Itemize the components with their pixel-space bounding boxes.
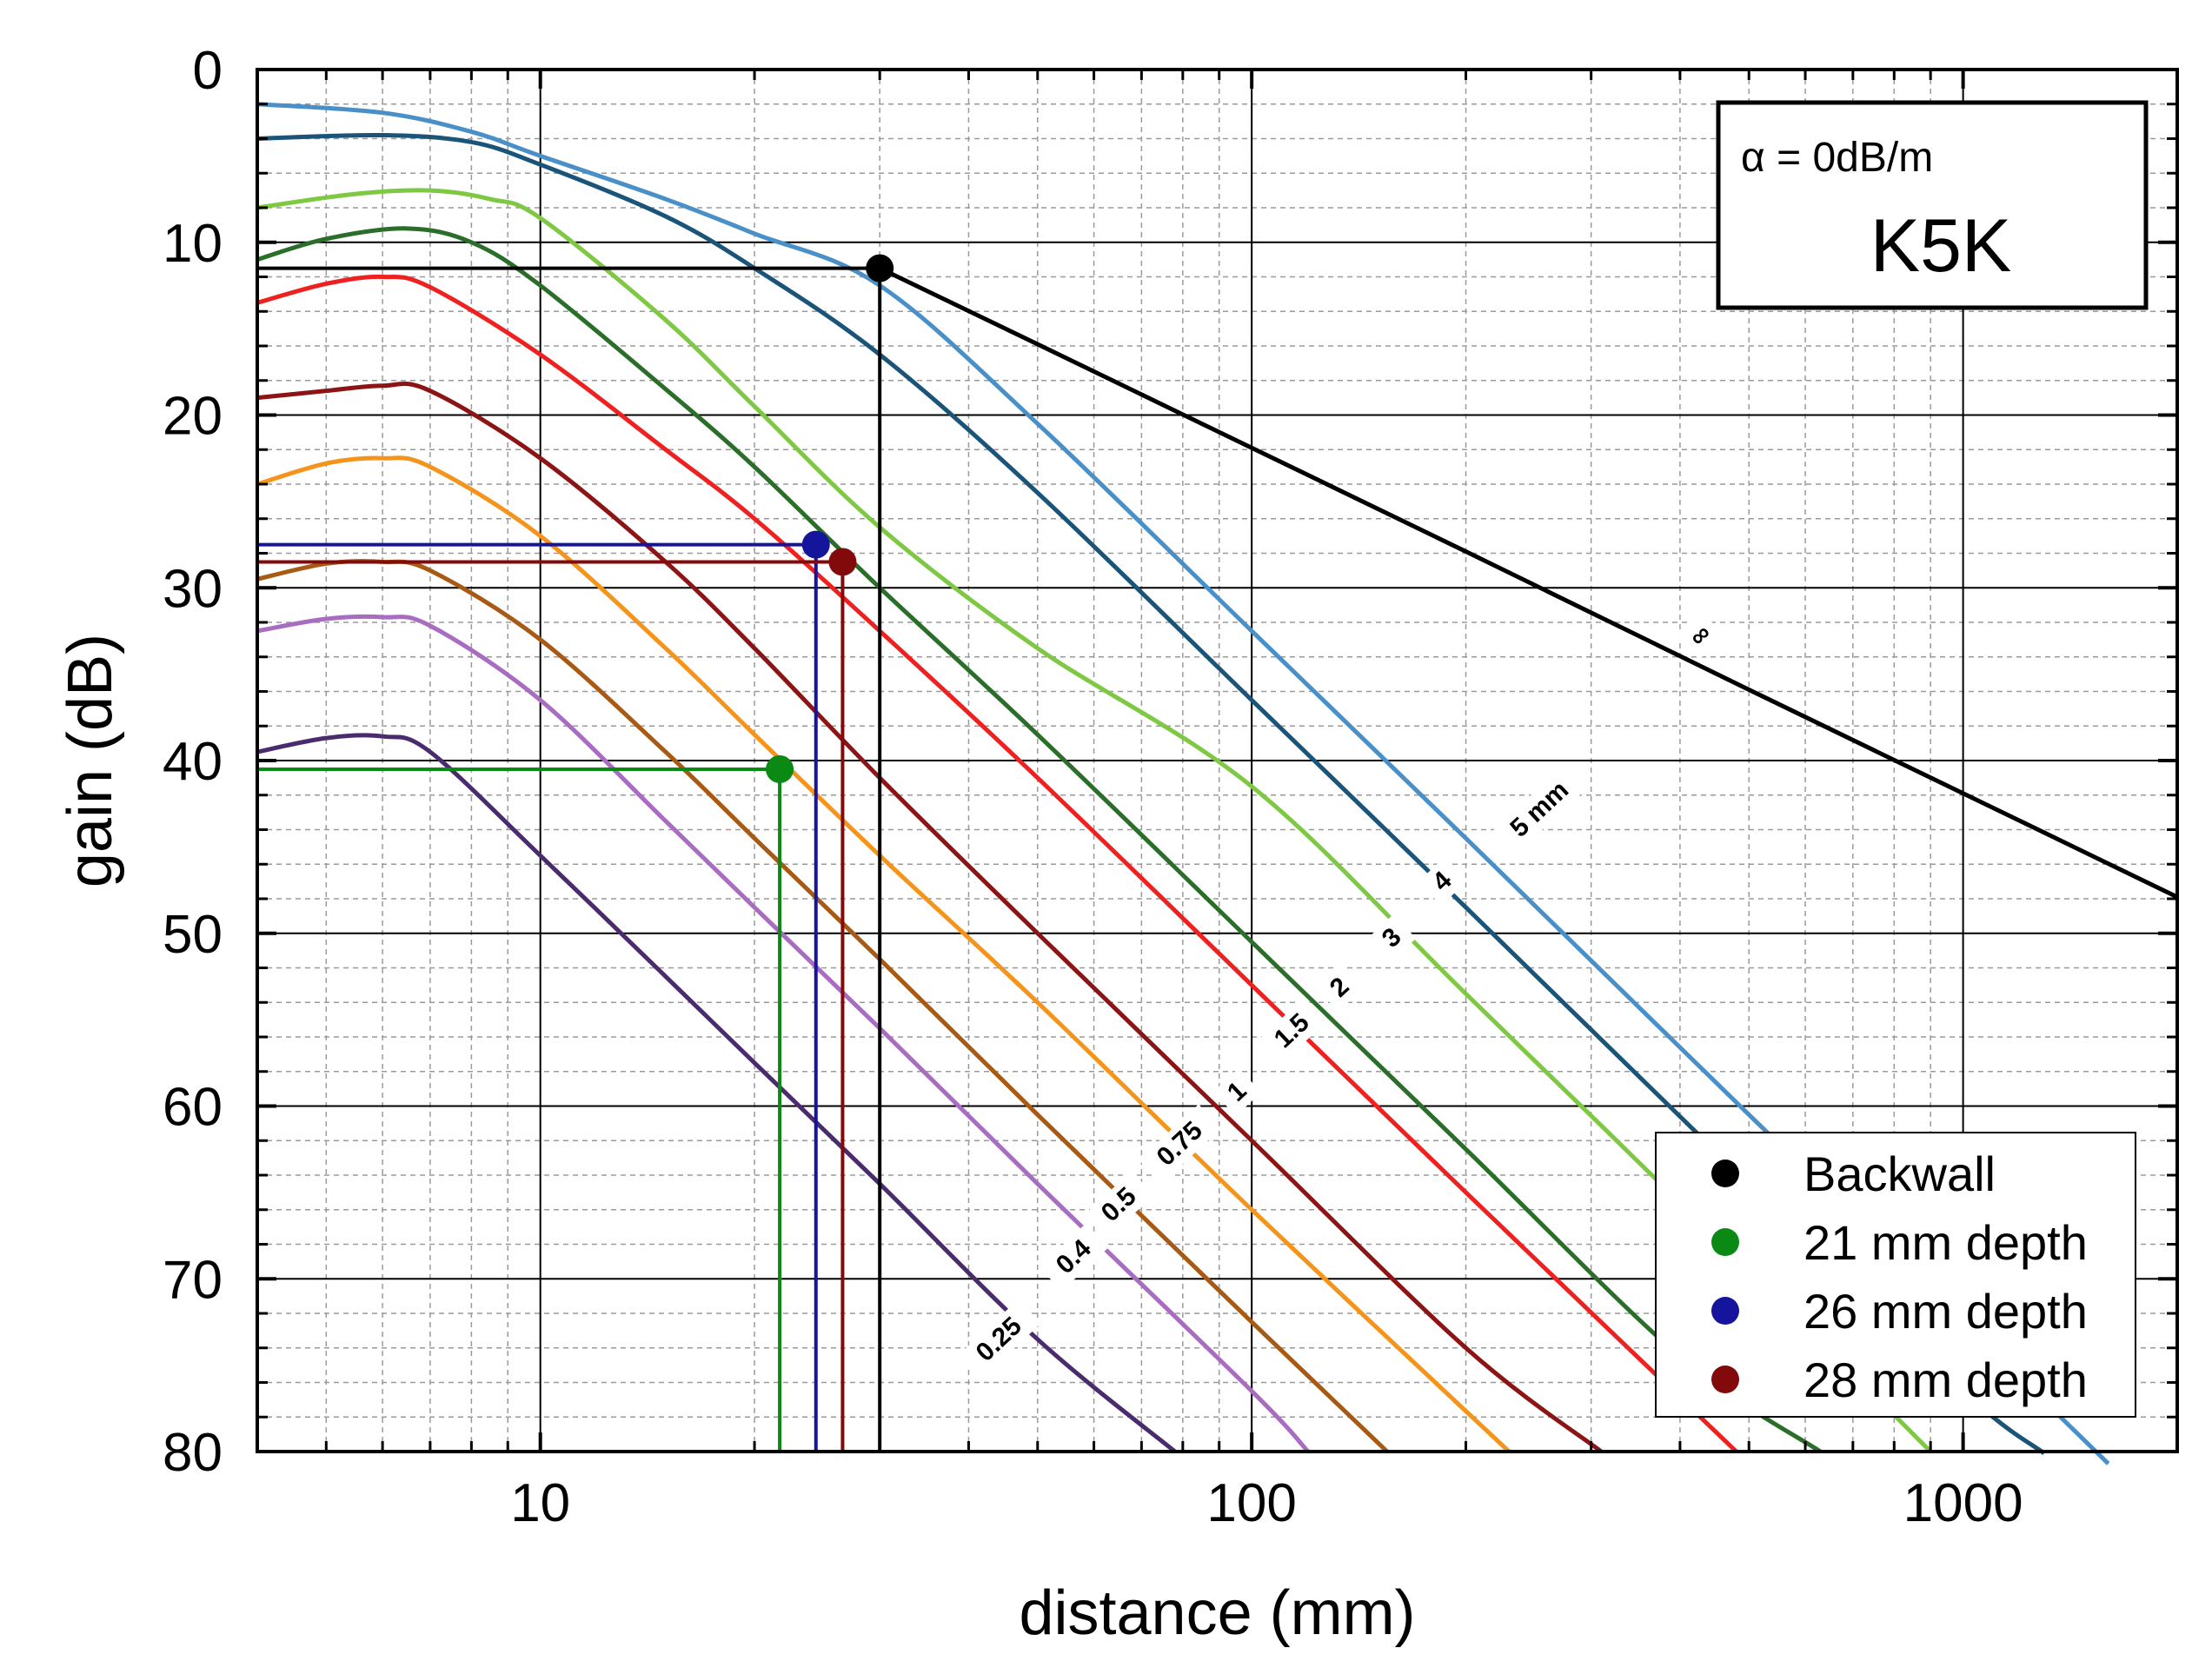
curve-label-bg [1084, 1171, 1154, 1239]
curve-line [256, 733, 1177, 1453]
marker-guide-lines [257, 266, 882, 1452]
curve-label: 2 [1316, 963, 1365, 1012]
curve-line [256, 381, 1603, 1453]
curve-label: ∞ [1677, 611, 1725, 660]
curve-line [256, 274, 1738, 1453]
y-tick-label: 10 [163, 214, 223, 274]
legend-label: 26 mm depth [1803, 1284, 2088, 1339]
curve-label-bg [1418, 857, 1467, 906]
attenuation-label: α = 0dB/m [1741, 135, 1933, 181]
curve-label-bg [1491, 763, 1588, 856]
data-marker [828, 548, 857, 576]
legend-label: 28 mm depth [1803, 1352, 2088, 1407]
curve-label: 1 [1213, 1067, 1262, 1116]
legend-marker [1711, 1228, 1739, 1256]
curve-line [256, 559, 1389, 1453]
y-tick-label: 60 [163, 1078, 223, 1138]
curve-line [256, 226, 1822, 1454]
data-marker [801, 530, 830, 559]
curve-label-bg [1316, 963, 1365, 1012]
y-tick-label: 0 [193, 41, 223, 101]
curve-line [256, 188, 1932, 1453]
x-tick-label: 100 [1206, 1473, 1296, 1533]
curve-label-bg [1213, 1067, 1262, 1116]
curve-label: 5 mm [1491, 763, 1588, 856]
curve-label-bg [958, 1299, 1040, 1380]
curve-line [256, 455, 1511, 1453]
y-tick-label: 70 [163, 1250, 223, 1310]
depth-markers [766, 254, 894, 783]
y-axis-title: gain (dB) [56, 634, 125, 887]
y-tick-label: 20 [163, 387, 223, 447]
y-tick-label: 40 [163, 732, 223, 792]
x-tick-label: 1000 [1903, 1473, 2023, 1533]
curve-label-bg [1139, 1104, 1221, 1185]
curve-label-bg [1368, 914, 1417, 962]
x-tick-label: 10 [510, 1473, 570, 1533]
annotation-frame [1716, 100, 2149, 310]
legend-marker [1711, 1297, 1739, 1325]
axis-ticks [257, 68, 2177, 1453]
annotation-box: α = 0dB/m K5K [1716, 100, 2149, 310]
curve-label-bg [1039, 1223, 1109, 1292]
curve-label: 0.5 [1084, 1171, 1154, 1239]
legend-marker [1711, 1366, 1739, 1393]
x-axis-title: distance (mm) [1019, 1578, 1415, 1648]
curve-line [256, 614, 1310, 1453]
probe-code-label: K5K [1870, 204, 2012, 288]
curve-label: 3 [1368, 914, 1417, 962]
y-tick-label: 30 [163, 559, 223, 619]
data-marker [766, 754, 794, 783]
curve-label-bg [1257, 997, 1327, 1066]
legend-label: 21 mm depth [1803, 1215, 2088, 1270]
data-marker [866, 254, 894, 282]
curve-label: 4 [1418, 857, 1467, 906]
curve-label-bg [1677, 611, 1725, 660]
y-tick-label: 50 [163, 905, 223, 965]
curve-label: 0.25 [958, 1299, 1040, 1380]
curve-label: 0.75 [1139, 1104, 1221, 1185]
curve-label: 0.4 [1039, 1223, 1109, 1292]
curve-line [879, 266, 2179, 900]
legend-label: Backwall [1803, 1146, 1996, 1201]
axis-tick-labels: 10 100 1000 0 10 20 30 40 50 60 70 80 [163, 41, 2023, 1533]
y-tick-label: 80 [163, 1423, 223, 1483]
legend: Backwall 21 mm depth 26 mm depth 28 mm dept… [1655, 1132, 2136, 1418]
legend-marker [1711, 1160, 1739, 1187]
